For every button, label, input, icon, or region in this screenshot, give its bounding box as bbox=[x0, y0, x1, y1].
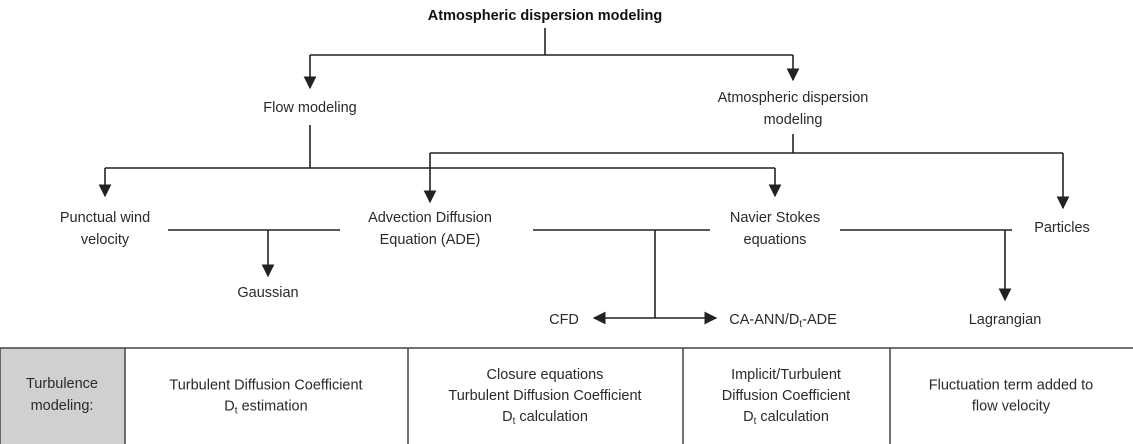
node-label: Particles bbox=[1034, 220, 1090, 236]
text-part: calculation bbox=[515, 409, 588, 425]
cell-text: Turbulent Diffusion Coefficient bbox=[169, 377, 362, 393]
text-part: D bbox=[502, 409, 512, 425]
node-label: Equation (ADE) bbox=[380, 232, 481, 248]
connector bbox=[430, 134, 1063, 154]
header-cell bbox=[0, 348, 125, 444]
text-part: calculation bbox=[756, 409, 829, 425]
cell-text: Diffusion Coefficient bbox=[722, 388, 850, 404]
header-label: Turbulence bbox=[26, 376, 98, 392]
node-label: Gaussian bbox=[237, 285, 298, 301]
node-label: equations bbox=[744, 232, 807, 248]
cell-text: flow velocity bbox=[972, 398, 1051, 414]
connectors bbox=[98, 28, 1070, 325]
subscript: t bbox=[235, 405, 238, 416]
node-label: modeling bbox=[764, 112, 823, 128]
node-label: Advection Diffusion bbox=[368, 210, 492, 226]
text-part: D bbox=[224, 398, 234, 414]
connector bbox=[105, 125, 775, 169]
cell-text: Fluctuation term added to bbox=[929, 377, 1093, 393]
subscript: t bbox=[513, 416, 516, 427]
text-part: CA-ANN/D bbox=[729, 312, 799, 328]
table-lines bbox=[0, 347, 1133, 444]
cell-text: Closure equations bbox=[487, 367, 604, 383]
node-label: velocity bbox=[81, 232, 130, 248]
node-label: Lagrangian bbox=[969, 312, 1042, 328]
cell-text: Dt estimation bbox=[224, 398, 307, 416]
subscript: t bbox=[754, 416, 757, 427]
node-label: Atmospheric dispersion bbox=[718, 90, 869, 106]
node-label: Punctual wind bbox=[60, 210, 150, 226]
text-part: D bbox=[743, 409, 753, 425]
cell-text: Dt calculation bbox=[502, 409, 588, 427]
node-label: Navier Stokes bbox=[730, 210, 820, 226]
node-label: Flow modeling bbox=[263, 100, 357, 116]
cell-text: Turbulent Diffusion Coefficient bbox=[448, 388, 641, 404]
text-part: -ADE bbox=[802, 312, 837, 328]
table bbox=[0, 347, 1133, 444]
node-label: CA-ANN/Dt-ADE bbox=[729, 312, 837, 330]
subscript: t bbox=[799, 319, 802, 330]
title: Atmospheric dispersion modeling bbox=[428, 8, 662, 24]
text-part: estimation bbox=[238, 398, 308, 414]
cell-text: Implicit/Turbulent bbox=[731, 367, 841, 383]
node-label: CFD bbox=[549, 312, 579, 328]
cell-text: Dt calculation bbox=[743, 409, 829, 427]
header-label: modeling: bbox=[31, 398, 94, 414]
connector bbox=[310, 28, 793, 56]
